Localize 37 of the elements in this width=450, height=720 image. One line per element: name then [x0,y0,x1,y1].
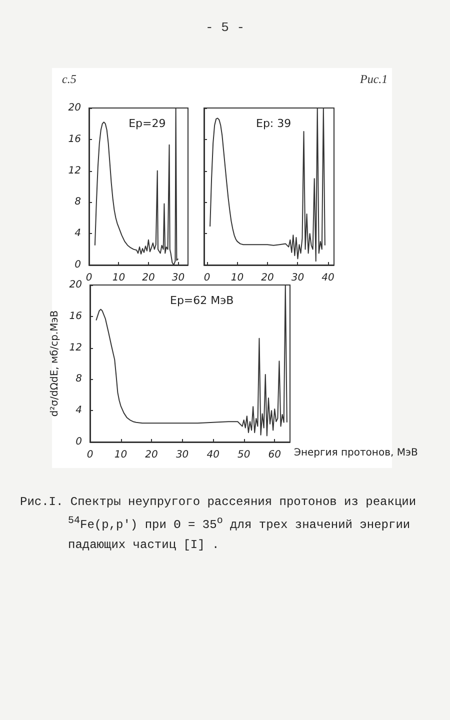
x-tick-label: 30 [172,272,185,284]
text: с.5 [62,72,76,87]
x-tick-label: 60 [268,450,281,460]
x-tick-label: 30 [176,450,189,460]
text: - 5 - [204,20,246,35]
x-tick-label: 0 [86,272,92,284]
annotation: Ep=29 [128,117,166,130]
y-tick-label: 20 [69,280,82,290]
x-tick-label: 10 [114,450,128,460]
y-tick-label: 16 [68,134,81,145]
x-tick-label: 40 [322,272,334,284]
x-tick-label: 10 [230,272,244,284]
x-tick-label: 20 [145,450,158,460]
y-tick-label: 0 [76,436,82,448]
y-tick-label: 12 [69,342,82,354]
y-tick-label: 8 [76,374,82,385]
text: Рис.I. Спектры неупругого рассеяния протонов из реакции $^{54}$Fe(p,p′) при Θ = 35$^{o}$ для трех значений энергии падающих частиц [I] . [20,494,418,554]
annotation: Ep=62 МэВ [170,294,234,307]
x-tick-label: 50 [237,450,250,460]
y-tick-label: 16 [69,310,82,322]
x-tick-label: 10 [112,272,126,284]
y-tick-label: 12 [68,165,81,176]
x-tick-label: 40 [206,450,220,460]
y-tick-label: 20 [68,102,81,114]
y-tick-label: 4 [76,405,82,416]
x-tick-label: 30 [291,272,304,284]
x-tick-label: 20 [261,272,274,284]
text: Рис.1 [360,72,388,87]
x-tick-label: 0 [86,450,94,460]
annotation: Ep: 39 [256,117,292,130]
y-tick-label: 0 [74,260,81,270]
y-tick-label: 8 [74,196,81,208]
y-axis-title: d²σ/dΩdE, мб/ср.МэВ [50,310,60,417]
x-tick-label: 0 [204,272,210,284]
x-tick-label: 20 [142,272,155,284]
x-axis-title: Энергия протонов, МэВ [294,448,418,458]
y-tick-label: 4 [74,228,81,240]
